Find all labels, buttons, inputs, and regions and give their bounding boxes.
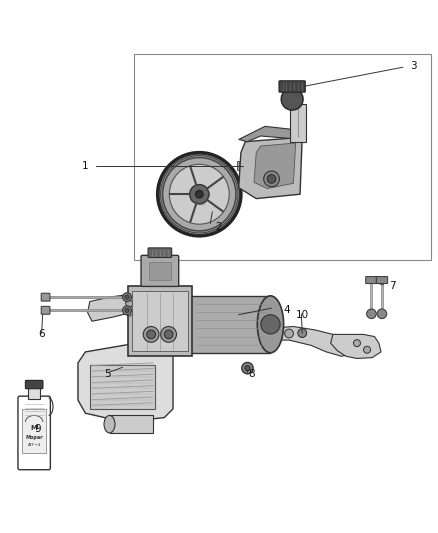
FancyBboxPatch shape — [25, 381, 43, 389]
Polygon shape — [239, 126, 304, 142]
Circle shape — [125, 308, 129, 312]
Circle shape — [267, 174, 276, 183]
Circle shape — [261, 314, 280, 334]
Circle shape — [367, 309, 376, 319]
Circle shape — [123, 306, 131, 314]
Polygon shape — [237, 161, 239, 170]
Text: 4: 4 — [283, 305, 290, 316]
Ellipse shape — [258, 296, 284, 353]
Bar — [110, 415, 153, 433]
Circle shape — [298, 329, 307, 337]
FancyBboxPatch shape — [18, 396, 50, 470]
Circle shape — [158, 152, 241, 236]
Text: M: M — [31, 425, 38, 431]
Circle shape — [126, 309, 133, 316]
Text: 6: 6 — [38, 329, 45, 340]
FancyBboxPatch shape — [366, 277, 377, 284]
Bar — [128, 286, 192, 356]
Circle shape — [195, 190, 203, 198]
Circle shape — [164, 330, 173, 339]
Polygon shape — [78, 339, 173, 421]
Text: 9: 9 — [34, 424, 41, 433]
Circle shape — [147, 330, 155, 339]
Circle shape — [353, 340, 360, 346]
Bar — [90, 365, 155, 409]
Polygon shape — [88, 295, 134, 321]
FancyBboxPatch shape — [41, 293, 50, 301]
Circle shape — [190, 184, 209, 204]
Text: 3: 3 — [410, 61, 417, 71]
FancyBboxPatch shape — [376, 277, 388, 284]
Circle shape — [285, 329, 293, 338]
Circle shape — [125, 295, 129, 300]
Text: Mopar: Mopar — [25, 435, 43, 440]
Circle shape — [162, 158, 236, 231]
Bar — [192, 296, 270, 353]
Text: 7: 7 — [389, 281, 396, 291]
Bar — [131, 292, 188, 351]
FancyBboxPatch shape — [148, 248, 172, 257]
Bar — [290, 104, 306, 142]
Text: 5: 5 — [104, 369, 111, 379]
Polygon shape — [263, 327, 350, 356]
Circle shape — [170, 164, 229, 224]
FancyBboxPatch shape — [41, 306, 50, 314]
Bar — [22, 409, 46, 453]
Bar — [134, 54, 431, 260]
Circle shape — [242, 362, 253, 374]
Text: 2: 2 — [215, 222, 223, 232]
Circle shape — [123, 293, 131, 302]
Polygon shape — [254, 143, 296, 189]
FancyBboxPatch shape — [141, 255, 179, 286]
Bar — [288, 91, 297, 108]
Circle shape — [377, 309, 387, 319]
Circle shape — [364, 346, 371, 353]
Circle shape — [264, 171, 279, 187]
Bar — [149, 262, 171, 280]
Circle shape — [161, 327, 177, 342]
Polygon shape — [331, 334, 381, 359]
Text: 1: 1 — [82, 161, 89, 171]
Circle shape — [126, 300, 133, 307]
Circle shape — [281, 88, 303, 110]
Text: 8: 8 — [248, 369, 255, 379]
Bar — [28, 386, 40, 399]
Ellipse shape — [104, 415, 115, 433]
Circle shape — [245, 366, 250, 371]
Ellipse shape — [176, 296, 202, 353]
Polygon shape — [239, 138, 302, 199]
Circle shape — [143, 327, 159, 342]
FancyBboxPatch shape — [279, 81, 305, 92]
Text: 10: 10 — [296, 310, 309, 320]
Text: ATF+4: ATF+4 — [28, 443, 41, 447]
